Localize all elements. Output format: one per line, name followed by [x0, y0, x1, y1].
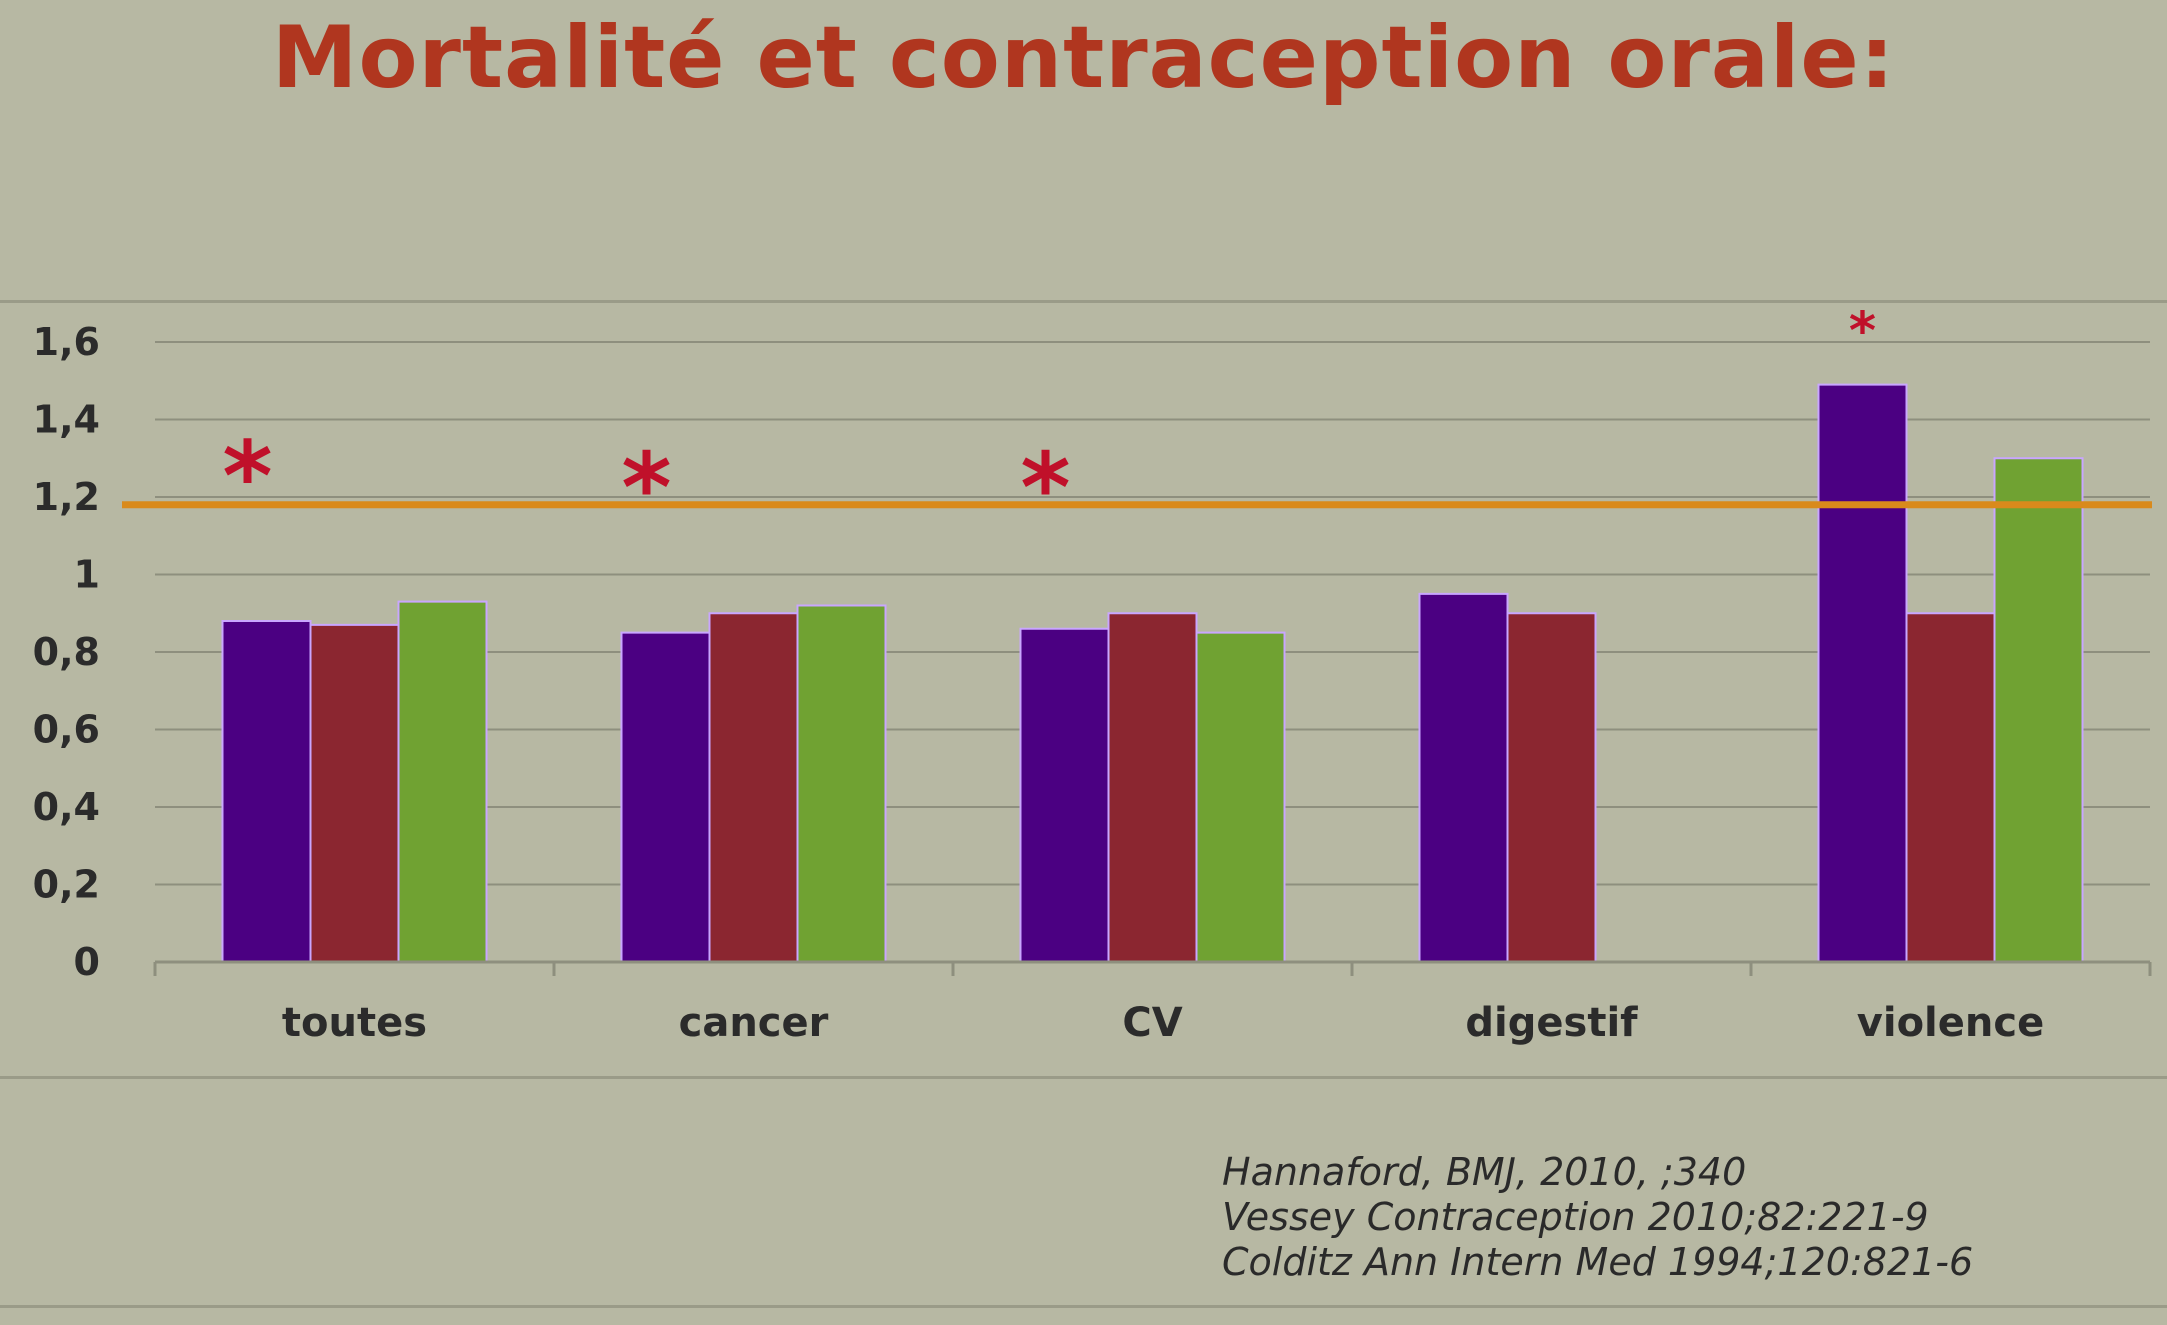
significance-star: *: [621, 433, 671, 545]
reference-2: Vessey Contraception 2010;82:221-9: [1222, 1195, 1929, 1239]
bar-cancer-1: [708, 612, 799, 963]
bar-chart: 0 0,2 0,4 0,6 0,8 1 1,2 1,4 1,6 * * * * toutes cance…: [33, 301, 2152, 1046]
x-tick-label: CV: [1122, 1000, 1182, 1046]
bar-digestif-1: [1506, 612, 1597, 963]
bar-violence-2: [1993, 457, 2084, 963]
x-tick-label: digestif: [1465, 1000, 1638, 1046]
bar-digestif-0: [1418, 592, 1509, 963]
significance-star: *: [222, 421, 272, 533]
y-tick-label: 1,6: [33, 320, 100, 364]
bars: [221, 383, 2084, 963]
bar-toutes-2: [397, 600, 488, 963]
bar-CV-2: [1195, 631, 1286, 963]
x-tick-label: toutes: [282, 1000, 427, 1046]
x-tick-label: violence: [1857, 1000, 2044, 1046]
bar-cancer-0: [620, 631, 711, 963]
y-tick-label: 0: [74, 940, 100, 984]
x-axis-labels: toutes cancer CV digestif violence: [282, 1000, 2044, 1046]
bar-violence-0: [1817, 383, 1908, 963]
bar-cancer-2: [796, 604, 887, 963]
bar-toutes-1: [309, 623, 400, 963]
reference-3: Colditz Ann Intern Med 1994;120:821-6: [1222, 1240, 1974, 1284]
x-tick-label: cancer: [679, 1000, 829, 1046]
reference-1: Hannaford, BMJ, 2010, ;340: [1222, 1150, 1747, 1194]
bottom-divider: [0, 1305, 2167, 1308]
references: Hannaford, BMJ, 2010, ;340 Vessey Contra…: [1222, 1150, 1973, 1285]
y-tick-label: 0,6: [33, 708, 100, 752]
y-tick-label: 0,2: [33, 863, 100, 907]
bar-CV-0: [1019, 627, 1110, 963]
top-divider: [0, 300, 2167, 303]
y-tick-label: 0,4: [33, 785, 100, 829]
bar-CV-1: [1107, 612, 1198, 963]
significance-star: *: [1020, 433, 1070, 545]
bar-toutes-0: [221, 620, 312, 963]
bar-violence-1: [1905, 612, 1996, 963]
y-axis-ticks: 0 0,2 0,4 0,6 0,8 1 1,2 1,4 1,6: [33, 320, 100, 984]
significance-star: *: [1849, 301, 1876, 361]
y-tick-label: 1,4: [33, 398, 100, 442]
x-axis: [153, 960, 2152, 976]
y-tick-label: 1,2: [33, 475, 100, 519]
y-tick-label: 0,8: [33, 630, 100, 674]
significance-markers: * * * *: [222, 301, 1876, 544]
chart-title: Mortalité et contraception orale:: [271, 8, 1896, 108]
middle-divider: [0, 1076, 2167, 1079]
y-tick-label: 1: [74, 553, 100, 597]
